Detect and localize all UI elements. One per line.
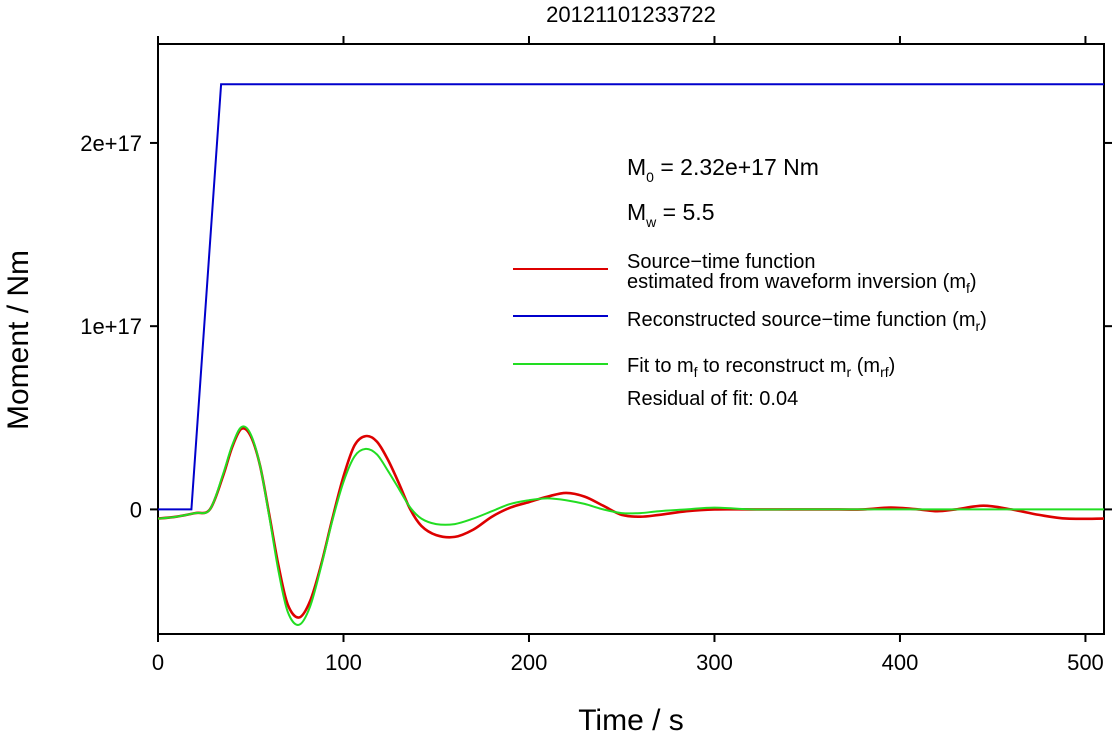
legend: Source−time function estimated from wave… xyxy=(513,251,987,410)
mw-annotation: Mw = 5.5 xyxy=(627,199,714,230)
legend-label-blue: Reconstructed source−time function (mr) xyxy=(627,309,987,334)
x-tick-label: 200 xyxy=(511,650,548,675)
y-tick-label: 2e+17 xyxy=(80,131,142,156)
y-axis-title: Moment / Nm xyxy=(2,250,35,430)
series-line-source-time xyxy=(158,427,1104,619)
chart-title: 20121101233722 xyxy=(546,2,716,27)
m0-annotation: M0 = 2.32e+17 Nm xyxy=(627,154,819,185)
y-tick-label: 1e+17 xyxy=(80,314,142,339)
y-tick-label: 0 xyxy=(130,497,142,522)
x-axis-title: Time / s xyxy=(578,704,684,734)
residual-annotation: Residual of fit: 0.04 xyxy=(627,388,798,410)
legend-label-green: Fit to mf to reconstruct mr (mrf) xyxy=(627,355,895,380)
series-line-fit xyxy=(158,425,1104,626)
x-tick-label: 400 xyxy=(882,650,919,675)
legend-label-red: Source−time function estimated from wave… xyxy=(627,251,977,296)
plot-frame xyxy=(157,43,1105,635)
x-tick-label: 500 xyxy=(1067,650,1104,675)
series-line-reconstructed xyxy=(158,83,1104,511)
axis-ticks: 0 100 200 300 400 500 0 1e+17 2e+17 xyxy=(80,36,1112,675)
series-layer xyxy=(158,83,1104,626)
x-tick-label: 300 xyxy=(696,650,733,675)
x-tick-label: 0 xyxy=(152,650,164,675)
x-tick-label: 100 xyxy=(325,650,362,675)
